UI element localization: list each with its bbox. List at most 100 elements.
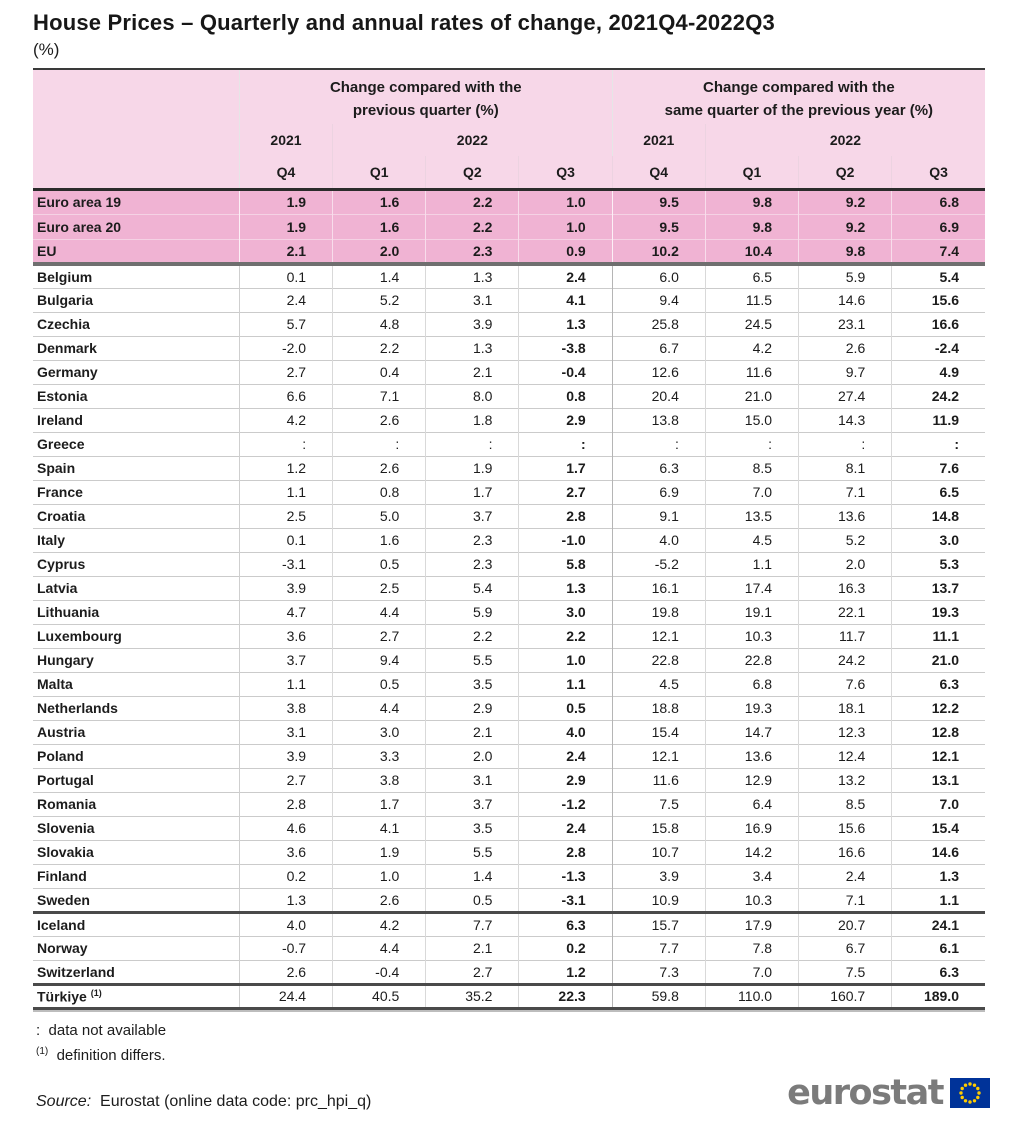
value-cell: 13.5 <box>704 504 799 528</box>
value-cell: 9.2 <box>798 189 892 214</box>
value-cell: 2.9 <box>425 696 519 720</box>
value-cell: -5.2 <box>611 552 706 576</box>
value-cell: 1.0 <box>518 189 613 214</box>
value-cell: 2.2 <box>332 336 426 360</box>
value-cell: 7.1 <box>798 480 892 504</box>
footnote-definition-differs: (1) definition differs. <box>36 1046 1024 1064</box>
value-cell: 18.1 <box>798 696 892 720</box>
value-cell: 5.8 <box>518 552 613 576</box>
value-cell: 4.4 <box>332 936 426 960</box>
value-cell: 1.3 <box>425 264 519 288</box>
value-cell: 2.7 <box>332 624 426 648</box>
row-label: Greece <box>33 432 240 456</box>
value-cell: 3.9 <box>286 748 307 764</box>
value-cell: 8.5 <box>798 792 892 816</box>
value-cell: 11.1 <box>891 624 985 648</box>
value-cell: -3.1 <box>281 556 307 572</box>
table-row: Croatia 2.5 5.0 3.7 2.8 9.1 13.5 13.6 14.8 <box>33 504 985 528</box>
value-cell: 3.0 <box>891 528 985 552</box>
value-cell: 9.5 <box>611 214 706 239</box>
value-cell: 15.6 <box>798 816 892 840</box>
row-label: Romania <box>33 792 240 816</box>
value-cell: 3.6 <box>286 628 307 644</box>
table-row: Portugal 2.7 3.8 3.1 2.9 11.6 12.9 13.2 13.1 <box>33 768 985 792</box>
value-cell: : <box>891 432 985 456</box>
value-cell: 12.1 <box>611 624 706 648</box>
value-cell: 11.6 <box>704 360 799 384</box>
value-cell: 2.0 <box>425 744 519 768</box>
value-cell: 2.2 <box>425 214 519 239</box>
value-cell: 9.4 <box>611 288 706 312</box>
row-label: Norway <box>33 936 240 960</box>
table-row: Estonia 6.6 7.1 8.0 0.8 20.4 21.0 27.4 24.2 <box>33 384 985 408</box>
eu-flag-icon <box>950 1078 990 1108</box>
table-row: Malta 1.1 0.5 3.5 1.1 4.5 6.8 7.6 6.3 <box>33 672 985 696</box>
table-row: Germany 2.7 0.4 2.1 -0.4 12.6 11.6 9.7 4.9 <box>33 360 985 384</box>
value-cell: 1.2 <box>518 960 613 984</box>
row-label: Malta <box>33 672 240 696</box>
footnote-text: data not available <box>48 1021 167 1039</box>
value-cell: 3.9 <box>425 312 519 336</box>
value-cell: 6.0 <box>611 264 706 288</box>
value-cell: 2.1 <box>238 239 333 264</box>
value-cell: 2.1 <box>425 720 519 744</box>
value-cell: 2.6 <box>332 456 426 480</box>
table-row: Finland 0.2 1.0 1.4 -1.3 3.9 3.4 2.4 1.3 <box>33 864 985 888</box>
table-row: Bulgaria 2.4 5.2 3.1 4.1 9.4 11.5 14.6 15.6 <box>33 288 985 312</box>
value-cell: 6.3 <box>891 960 985 984</box>
value-cell: 22.1 <box>798 600 892 624</box>
value-cell: 1.9 <box>238 189 333 214</box>
value-cell: 1.1 <box>891 888 985 912</box>
table-row: Euro area 19 1.9 1.6 2.2 1.0 9.5 9.8 9.2 6.8 <box>33 189 985 214</box>
value-cell: 7.6 <box>798 672 892 696</box>
value-cell: 22.8 <box>611 648 706 672</box>
value-cell: -3.1 <box>518 888 613 912</box>
value-cell: 2.7 <box>286 364 307 380</box>
value-cell: : <box>302 436 307 452</box>
value-cell: 21.0 <box>891 648 985 672</box>
value-cell: 6.5 <box>891 480 985 504</box>
value-cell: 12.2 <box>891 696 985 720</box>
value-cell: 24.4 <box>278 988 307 1004</box>
value-cell: 0.5 <box>332 672 426 696</box>
value-cell: 2.4 <box>518 264 613 288</box>
value-cell: 10.2 <box>611 239 706 264</box>
value-cell: 6.7 <box>798 936 892 960</box>
value-cell: 1.6 <box>332 528 426 552</box>
value-cell: 4.7 <box>286 604 307 620</box>
corner-cell <box>33 69 240 189</box>
value-cell: -1.3 <box>518 864 613 888</box>
value-cell: 10.3 <box>704 888 799 912</box>
value-cell: 13.2 <box>798 768 892 792</box>
value-cell: 4.5 <box>611 672 706 696</box>
value-cell: : <box>798 432 892 456</box>
value-cell: 16.1 <box>611 576 706 600</box>
row-label: EU <box>33 239 240 264</box>
section-eu-members: Belgium 0.1 1.4 1.3 2.4 6.0 6.5 5.9 5.4 Bulgaria 2… <box>33 264 985 912</box>
value-cell: 2.4 <box>518 816 613 840</box>
value-cell: 2.6 <box>332 408 426 432</box>
table-row: Euro area 20 1.9 1.6 2.2 1.0 9.5 9.8 9.2 6.9 <box>33 214 985 239</box>
row-label: Türkiye (1) <box>33 984 240 1008</box>
row-label: Lithuania <box>33 600 240 624</box>
value-cell: 13.7 <box>891 576 985 600</box>
row-label: Cyprus <box>33 552 240 576</box>
value-cell: 4.5 <box>704 528 799 552</box>
value-cell: 3.7 <box>286 652 307 668</box>
row-label: Germany <box>33 360 240 384</box>
value-cell: 12.6 <box>611 360 706 384</box>
page-title: House Prices – Quarterly and annual rate… <box>33 10 775 35</box>
value-cell: 12.8 <box>891 720 985 744</box>
quarter-header: Q3 <box>891 156 985 189</box>
table-row: Greece:::::::: <box>33 432 985 456</box>
value-cell: 9.8 <box>798 239 892 264</box>
value-cell: 1.1 <box>286 676 307 692</box>
value-cell: 1.6 <box>332 214 426 239</box>
table-row: Belgium 0.1 1.4 1.3 2.4 6.0 6.5 5.9 5.4 <box>33 264 985 288</box>
value-cell: 7.1 <box>332 384 426 408</box>
row-label: Ireland <box>33 408 240 432</box>
table-row: Sweden 1.3 2.6 0.5 -3.1 10.9 10.3 7.1 1.1 <box>33 888 985 912</box>
value-cell: 0.5 <box>518 696 613 720</box>
value-cell: 6.7 <box>611 336 706 360</box>
value-cell: 15.6 <box>891 288 985 312</box>
